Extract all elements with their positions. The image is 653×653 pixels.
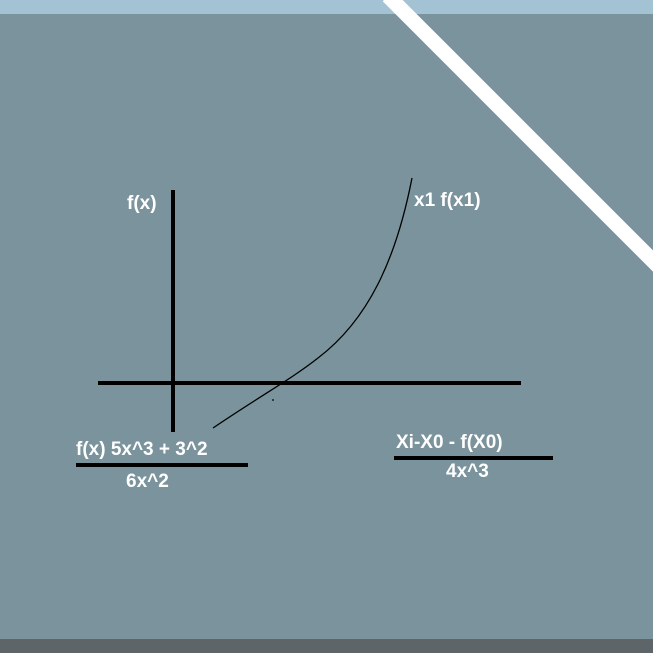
point-label: x1 f(x1) bbox=[414, 190, 481, 211]
y-axis-label: f(x) bbox=[127, 193, 157, 214]
function-curve bbox=[212, 177, 413, 429]
tangent-dot bbox=[272, 399, 274, 401]
bottom-strip bbox=[0, 639, 653, 653]
top-strip bbox=[0, 0, 653, 14]
right-formula-numerator: Xi-X0 - f(X0) bbox=[396, 432, 503, 453]
right-formula-denominator: 4x^3 bbox=[446, 461, 489, 482]
left-formula-denominator: 6x^2 bbox=[126, 471, 169, 492]
left-formula-numerator: f(x) 5x^3 + 3^2 bbox=[76, 439, 208, 460]
glare-stripe bbox=[382, 0, 653, 272]
